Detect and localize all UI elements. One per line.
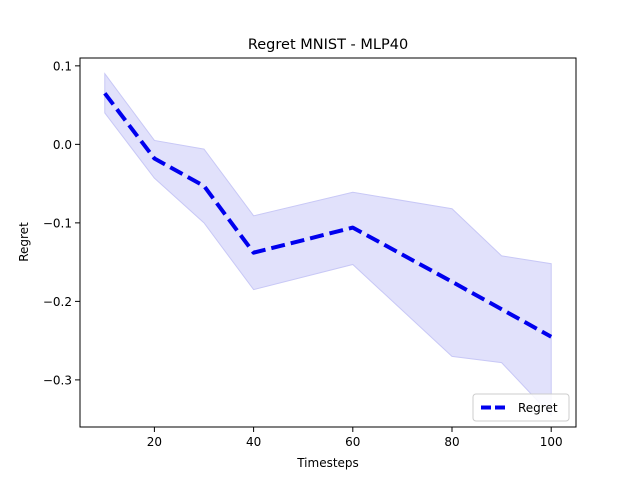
y-axis-label: Regret	[17, 222, 31, 262]
y-tick-label: −0.1	[43, 216, 72, 230]
legend: Regret	[473, 394, 569, 421]
x-tick-label: 20	[147, 435, 162, 449]
y-tick-label: 0.0	[53, 138, 72, 152]
legend-label: Regret	[518, 401, 558, 415]
y-tick-label: −0.2	[43, 295, 72, 309]
x-tick-label: 80	[444, 435, 459, 449]
x-axis-label: Timesteps	[296, 456, 359, 470]
chart-title: Regret MNIST - MLP40	[248, 37, 408, 53]
x-tick-label: 60	[345, 435, 360, 449]
y-tick-label: −0.3	[43, 373, 72, 387]
x-tick-label: 40	[246, 435, 261, 449]
y-tick-label: 0.1	[53, 59, 72, 73]
x-tick-label: 100	[540, 435, 563, 449]
